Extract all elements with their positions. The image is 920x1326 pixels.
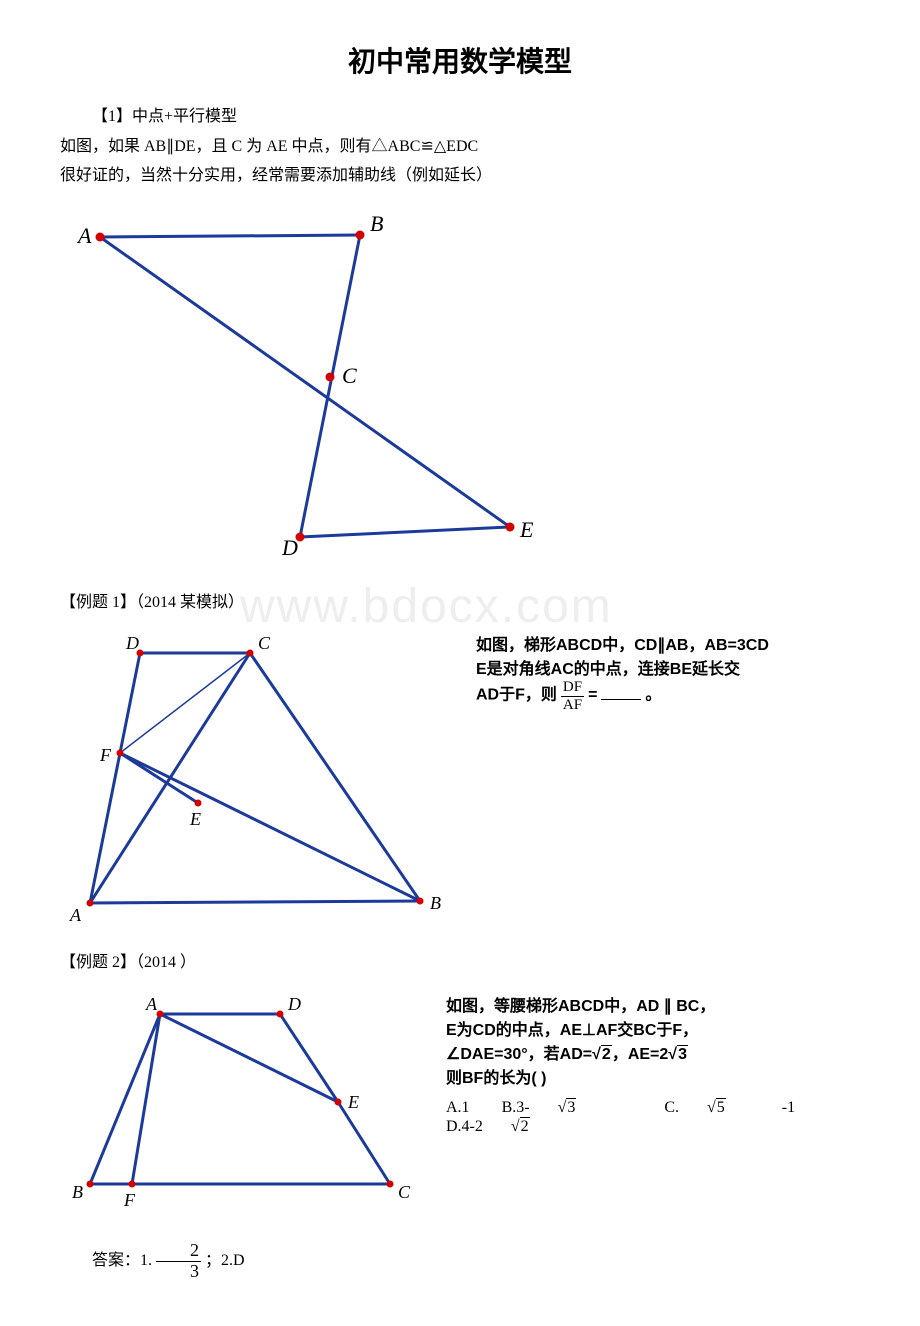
sqrt-ae: 3 bbox=[668, 1046, 688, 1064]
choice-b-prefix: B.3- bbox=[502, 1099, 530, 1117]
svg-text:E: E bbox=[519, 517, 534, 542]
answer-frac-num: 2 bbox=[156, 1241, 201, 1262]
example1-text: 如图，梯形ABCD中，CD∥AB，AB=3CD E是对角线AC的中点，连接BE延… bbox=[476, 623, 860, 713]
model1-heading: 【1】中点+平行模型 bbox=[60, 104, 860, 130]
example1-l3: AD于F，则 DF AF = 。 bbox=[476, 679, 860, 713]
svg-text:D: D bbox=[125, 633, 139, 653]
example2-l2: E为CD的中点，AE⊥AF交BC于F， bbox=[446, 1016, 860, 1040]
example1-frac-num: DF bbox=[561, 679, 584, 697]
choice-c-prefix: C. bbox=[664, 1099, 679, 1117]
example1-fraction: DF AF bbox=[561, 679, 584, 713]
diagram3: A D E C B F bbox=[60, 984, 430, 1224]
choice-d-rad: 2 bbox=[520, 1117, 530, 1136]
diagram1-container: A B C D E bbox=[60, 197, 860, 582]
model1-line1: 如图，如果 AB∥DE，且 C 为 AE 中点，则有△ABC≌△EDC bbox=[60, 134, 860, 160]
choice-b-rad: 3 bbox=[566, 1098, 576, 1117]
example1-label: 【例题 1】（2014 某模拟） bbox=[60, 590, 860, 616]
answer-fraction: 2 3 bbox=[156, 1241, 201, 1282]
example2-text: 如图，等腰梯形ABCD中，AD ∥ BC， E为CD的中点，AE⊥AF交BC于F… bbox=[446, 984, 860, 1136]
svg-text:E: E bbox=[347, 1092, 359, 1112]
example2-l1: 如图，等腰梯形ABCD中，AD ∥ BC， bbox=[446, 992, 860, 1016]
svg-text:C: C bbox=[342, 363, 357, 388]
svg-text:A: A bbox=[76, 223, 92, 248]
choice-c-rad: 5 bbox=[716, 1098, 726, 1117]
svg-text:F: F bbox=[123, 1190, 136, 1210]
example1-l3-eq: = bbox=[588, 687, 597, 704]
model1-line2: 很好证的，当然十分实用，经常需要添加辅助线（例如延长） bbox=[60, 163, 860, 189]
sqrt-ad-rad: 2 bbox=[601, 1045, 612, 1063]
svg-text:D: D bbox=[281, 535, 298, 560]
diagram1: A B C D E bbox=[60, 197, 560, 577]
svg-text:C: C bbox=[258, 633, 271, 653]
choice-d-sqrt: 2 bbox=[511, 1117, 558, 1136]
diagram3-container: A D E C B F bbox=[60, 984, 430, 1229]
example2-l3a: ∠DAE=30°，若AD= bbox=[446, 1046, 592, 1063]
svg-text:C: C bbox=[398, 1182, 411, 1202]
page-title: 初中常用数学模型 bbox=[60, 40, 860, 80]
choice-b-sqrt: 3 bbox=[558, 1098, 605, 1117]
answer-prefix: 答案：1. bbox=[92, 1252, 152, 1269]
svg-text:D: D bbox=[287, 994, 301, 1014]
example2-l3b: ，AE=2 bbox=[612, 1046, 668, 1063]
svg-text:E: E bbox=[189, 809, 201, 829]
example1-blank bbox=[601, 684, 641, 700]
example2-row: A D E C B F 如图，等腰梯形ABCD中，AD ∥ BC， E为CD的中点，AE⊥… bbox=[60, 984, 860, 1229]
example1-frac-den: AF bbox=[561, 697, 584, 714]
choice-d-prefix: D.4-2 bbox=[446, 1118, 483, 1136]
answer-mid: ；2.D bbox=[205, 1252, 245, 1269]
example2-l4: 则BF的长为( ) bbox=[446, 1064, 860, 1088]
svg-text:B: B bbox=[72, 1182, 83, 1202]
svg-text:B: B bbox=[370, 211, 383, 236]
sqrt-ae-rad: 3 bbox=[677, 1045, 688, 1063]
sqrt-ad: 2 bbox=[592, 1046, 612, 1064]
example1-l1: 如图，梯形ABCD中，CD∥AB，AB=3CD bbox=[476, 631, 860, 655]
choice-c: C. 5 -1 bbox=[664, 1098, 823, 1117]
choice-c-suffix: -1 bbox=[782, 1099, 795, 1117]
answer-line: 答案：1. 2 3 ；2.D bbox=[60, 1241, 860, 1282]
choice-a: A.1 bbox=[446, 1099, 470, 1117]
choice-b: B.3- 3 bbox=[502, 1098, 633, 1117]
diagram2-container: A B C D E F bbox=[60, 623, 460, 938]
svg-text:F: F bbox=[99, 745, 112, 765]
choice-c-sqrt: 5 bbox=[707, 1098, 754, 1117]
diagram2: A B C D E F bbox=[60, 623, 460, 933]
svg-text:B: B bbox=[430, 893, 441, 913]
example2-choices: A.1 B.3- 3 C. 5 -1 D.4-2 2 bbox=[446, 1098, 860, 1136]
example1-row: www.bdocx.com ABCDEF 如图，梯形ABCD中，CD∥AB，AB… bbox=[60, 623, 860, 938]
example1-l3-end: 。 bbox=[645, 687, 661, 704]
example2-label: 【例题 2】（2014 ） bbox=[60, 950, 860, 976]
example1-l2: E是对角线AC的中点，连接BE延长交 bbox=[476, 655, 860, 679]
svg-text:A: A bbox=[69, 905, 82, 925]
choice-d: D.4-2 2 bbox=[446, 1117, 586, 1136]
example1-l3-prefix: AD于F，则 bbox=[476, 687, 557, 704]
example2-l3: ∠DAE=30°，若AD= 2，AE=2 3 bbox=[446, 1040, 860, 1064]
svg-text:A: A bbox=[145, 994, 158, 1014]
answer-frac-den: 3 bbox=[156, 1262, 201, 1282]
